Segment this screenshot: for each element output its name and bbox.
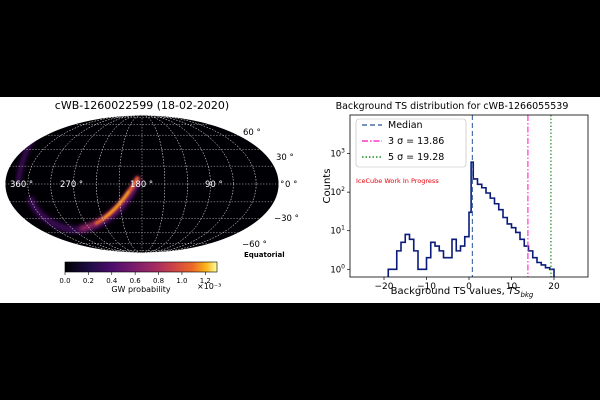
- frame-label: Equatorial: [244, 251, 285, 259]
- ra-tick-90: 90 °: [205, 180, 223, 190]
- colorbar-tick-label: 0.6: [130, 277, 142, 285]
- ra-tick-180: 180 °: [130, 180, 153, 190]
- x-axis-label-sub: bkg: [520, 291, 533, 299]
- x-axis-label: Background TS values, TSbkg: [391, 286, 534, 299]
- y-tick-label: 103: [330, 148, 345, 160]
- legend-box: [355, 118, 467, 168]
- x-tick-label: 20: [548, 282, 560, 292]
- skymap-title: cWB-1260022599 (18-02-2020): [55, 99, 229, 112]
- dec-tick-60: 60 °: [243, 128, 261, 138]
- colorbar-tick-label: 0.4: [106, 277, 118, 285]
- x-axis-label-math: TS: [508, 286, 521, 297]
- histogram-plot: −20 −10 0 10 20 100 101 102 103 Median 3 σ = 13.86…: [330, 114, 589, 292]
- colorbar-multiplier: ×10⁻³: [197, 282, 221, 291]
- colorbar-tick-label: 0.0: [59, 277, 70, 285]
- colorbar: 0.0 0.2 0.4 0.6 0.8 1.0 1.2 ×10⁻³ GW probabili…: [59, 261, 221, 294]
- meridian-line: [27, 114, 257, 254]
- colorbar-ticks: 0.0 0.2 0.4 0.6 0.8 1.0 1.2: [59, 272, 211, 285]
- x-tick-label: −10: [417, 282, 436, 292]
- ra-tick-360: 360 °: [10, 180, 33, 190]
- work-in-progress-annotation: IceCube Work In Progress: [356, 177, 439, 185]
- x-tick-label: −20: [375, 282, 394, 292]
- colorbar-tick-label: 0.8: [153, 277, 164, 285]
- colorbar-tick-label: 0.2: [83, 277, 94, 285]
- x-tick-label: 10: [506, 282, 518, 292]
- legend-entry: Median: [388, 120, 423, 131]
- dec-tick-m60: −60 °: [242, 240, 267, 250]
- ra-tick-270: 270 °: [60, 180, 83, 190]
- colorbar-tick-label: 1.0: [176, 277, 187, 285]
- skymap: [4, 114, 280, 254]
- colorbar-tick-label: 1.2: [200, 277, 211, 285]
- dec-tick-0: 0 °: [285, 180, 297, 190]
- colorbar-gradient: [64, 261, 218, 273]
- colorbar-label: GW probability: [111, 285, 171, 294]
- ra-tick-0: 0 °: [272, 180, 284, 190]
- x-axis-label-text: Background TS values,: [391, 286, 508, 297]
- histogram-title: Background TS distribution for cWB-12660…: [336, 101, 569, 112]
- y-tick-label: 101: [330, 225, 345, 237]
- dec-tick-30: 30 °: [276, 153, 294, 163]
- dec-tick-m30: −30 °: [274, 214, 299, 224]
- legend-entry: 3 σ = 13.86: [388, 136, 444, 147]
- y-axis-label: Counts: [322, 169, 333, 204]
- legend-entry: 5 σ = 19.28: [388, 152, 444, 163]
- y-tick-label: 102: [330, 186, 345, 198]
- y-tick-label: 100: [330, 263, 345, 275]
- figure-panel: cWB-1260022599 (18-02-2020) 360 ° 270 ° …: [0, 97, 600, 303]
- x-tick-label: 0: [466, 282, 472, 292]
- figure-canvas: cWB-1260022599 (18-02-2020) 360 ° 270 ° …: [4, 99, 589, 299]
